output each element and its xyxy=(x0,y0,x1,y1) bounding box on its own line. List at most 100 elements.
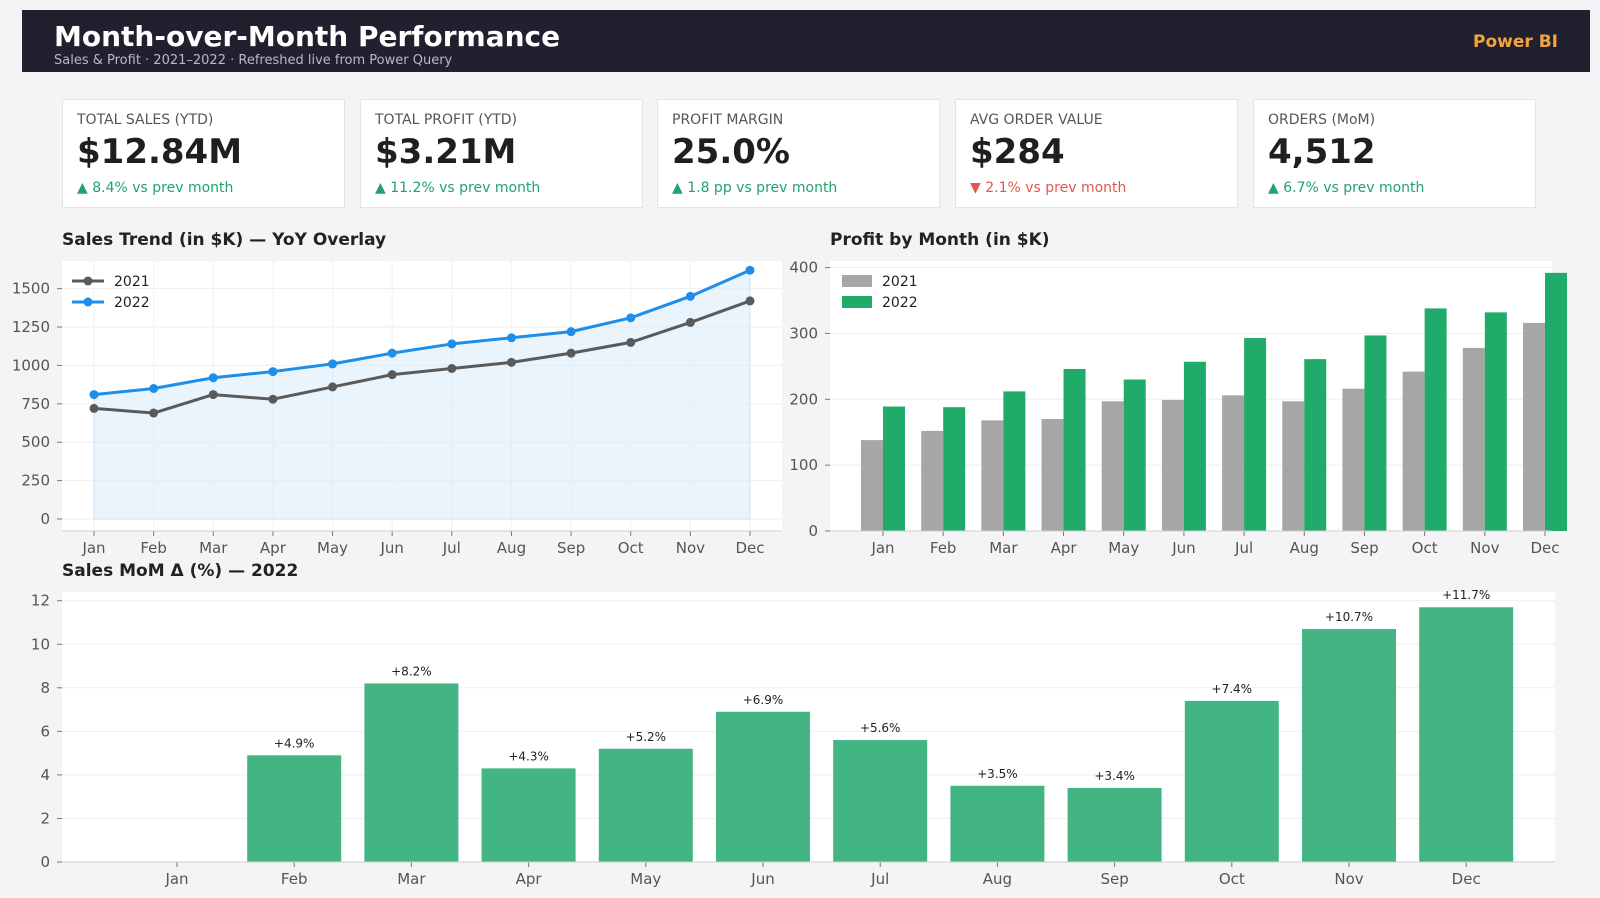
profit-bar-2021-jan xyxy=(861,440,883,531)
legend-swatch xyxy=(842,275,872,287)
x-tick-label: Oct xyxy=(1219,870,1245,888)
data-point-2022-jun xyxy=(387,348,397,358)
profit-bar-2021-nov xyxy=(1462,347,1485,531)
x-tick-label: Jan xyxy=(870,539,894,557)
data-label: +5.2% xyxy=(626,730,667,744)
x-tick-label: Jan xyxy=(81,539,105,557)
data-point-2022-sep xyxy=(566,327,576,337)
series-line-2021 xyxy=(93,299,751,415)
mom-bar-aug xyxy=(950,785,1045,862)
kpi-card-total-sales: TOTAL SALES (YTD) $12.84M ▲ 8.4% vs prev… xyxy=(62,99,345,208)
x-tick-label: Jul xyxy=(870,870,889,888)
profit-bar-2021-jul xyxy=(1222,395,1245,531)
x-tick-label: Nov xyxy=(1334,870,1363,888)
x-tick-label: Oct xyxy=(618,539,644,557)
sales-mom-title: Sales MoM Δ (%) — 2022 xyxy=(62,561,299,581)
profit-bar-2021-feb xyxy=(921,430,944,531)
profit-bar-2022-jan xyxy=(883,406,905,531)
kpi-value: $12.84M xyxy=(77,132,243,172)
series-line-2022 xyxy=(93,268,751,397)
profit-bar-2021-may xyxy=(1101,401,1124,531)
y-tick-label: 12 xyxy=(31,592,50,610)
y-tick-label: 500 xyxy=(21,433,50,451)
mom-bar-nov xyxy=(1302,629,1396,862)
kpi-card-total-profit: TOTAL PROFIT (YTD) $3.21M ▲ 11.2% vs pre… xyxy=(360,99,643,208)
data-point-2022-feb xyxy=(149,383,159,393)
brand-logo: Power BI xyxy=(1473,32,1558,52)
kpi-value: 4,512 xyxy=(1268,132,1376,172)
page-subtitle: Sales & Profit · 2021–2022 · Refreshed l… xyxy=(54,53,453,68)
kpi-card-avg-order-value: AVG ORDER VALUE $284 ▼ 2.1% vs prev mont… xyxy=(955,99,1238,208)
x-tick-label: Sep xyxy=(1350,539,1378,557)
y-tick-label: 1250 xyxy=(12,318,50,336)
dashboard-header: Month-over-Month Performance Sales & Pro… xyxy=(22,10,1590,72)
data-point-2022-dec xyxy=(745,265,755,275)
x-tick-label: May xyxy=(1108,539,1139,557)
profit-bar-2022-sep xyxy=(1364,335,1387,531)
profit-bar-2021-sep xyxy=(1342,388,1365,531)
profit-bar-2022-apr xyxy=(1063,369,1086,531)
x-tick-label: Nov xyxy=(1470,539,1499,557)
mom-bar-mar xyxy=(364,683,459,862)
x-tick-label: Dec xyxy=(735,539,764,557)
x-tick-label: Sep xyxy=(557,539,585,557)
x-tick-label: Apr xyxy=(260,539,287,557)
profit-bar-2021-jun xyxy=(1161,399,1184,531)
profit-bar-2021-oct xyxy=(1402,371,1425,531)
legend-marker xyxy=(83,297,93,307)
x-tick-label: Aug xyxy=(497,539,526,557)
x-tick-label: Jul xyxy=(442,539,461,557)
x-tick-label: Dec xyxy=(1530,539,1559,557)
legend-marker xyxy=(83,276,93,286)
y-tick-label: 0 xyxy=(40,510,50,528)
kpi-label: AVG ORDER VALUE xyxy=(970,112,1103,128)
data-point-2021-feb xyxy=(149,408,159,418)
x-tick-label: Aug xyxy=(983,870,1012,888)
y-tick-label: 4 xyxy=(40,766,50,784)
sales-trend-title: Sales Trend (in $K) — YoY Overlay xyxy=(62,230,387,250)
data-point-2022-aug xyxy=(506,333,516,343)
y-tick-label: 200 xyxy=(789,390,818,408)
profit-bar-2022-may xyxy=(1123,379,1146,531)
data-point-2021-aug xyxy=(506,357,516,367)
kpi-value: $284 xyxy=(970,132,1065,172)
data-point-2022-jul xyxy=(447,339,457,349)
x-tick-label: Jan xyxy=(164,870,188,888)
profit-bar-2022-oct xyxy=(1424,308,1447,531)
y-tick-label: 6 xyxy=(40,722,50,740)
profit-bar-2022-feb xyxy=(943,407,966,531)
x-tick-label: May xyxy=(630,870,661,888)
mom-bar-dec xyxy=(1419,607,1514,862)
mom-bar-sep xyxy=(1067,787,1162,862)
x-tick-label: Apr xyxy=(516,870,543,888)
kpi-delta: ▼ 2.1% vs prev month xyxy=(970,180,1127,196)
x-tick-label: Jun xyxy=(1171,539,1195,557)
x-tick-label: Oct xyxy=(1412,539,1438,557)
profit-bar-2022-nov xyxy=(1484,312,1507,531)
kpi-delta: ▲ 8.4% vs prev month xyxy=(77,180,234,196)
y-tick-label: 0 xyxy=(808,522,818,540)
y-tick-label: 250 xyxy=(21,472,50,490)
y-tick-label: 300 xyxy=(789,324,818,342)
data-point-2022-may xyxy=(328,359,338,369)
data-point-2022-oct xyxy=(626,313,636,323)
data-point-2021-oct xyxy=(626,337,636,347)
data-label: +4.3% xyxy=(508,749,549,763)
kpi-delta: ▲ 1.8 pp vs prev month xyxy=(672,180,838,196)
x-tick-label: Feb xyxy=(930,539,957,557)
kpi-value: $3.21M xyxy=(375,132,517,172)
profit-bar-2021-apr xyxy=(1041,419,1064,531)
kpi-card-orders: ORDERS (MoM) 4,512 ▲ 6.7% vs prev month xyxy=(1253,99,1536,208)
data-label: +10.7% xyxy=(1325,610,1373,624)
data-label: +3.4% xyxy=(1094,769,1135,783)
legend-swatch xyxy=(842,296,872,308)
x-tick-label: Jul xyxy=(1234,539,1253,557)
profit-bar-2021-aug xyxy=(1282,401,1305,531)
profit-bar-2022-jun xyxy=(1183,361,1206,531)
kpi-label: TOTAL SALES (YTD) xyxy=(77,112,214,128)
data-point-2021-sep xyxy=(566,348,576,358)
x-tick-label: Mar xyxy=(397,870,426,888)
data-point-2021-dec xyxy=(745,296,755,306)
data-point-2022-nov xyxy=(685,291,695,301)
